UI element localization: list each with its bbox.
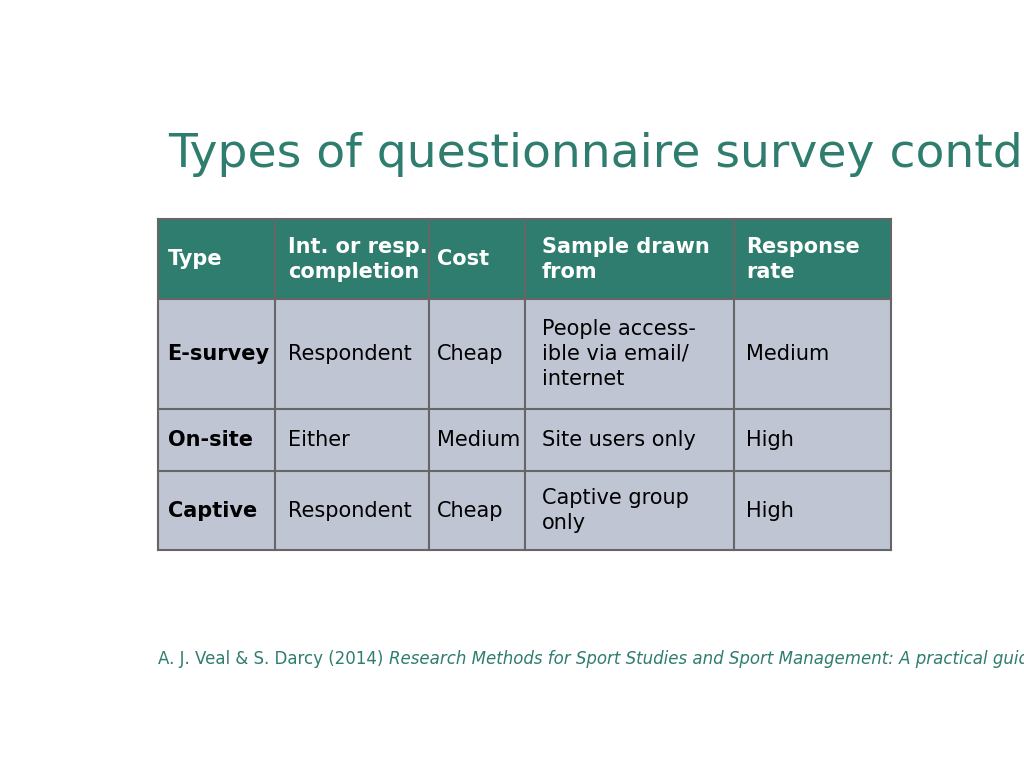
Bar [734,471,892,551]
Text: Medium: Medium [746,344,829,364]
Text: Either: Either [288,429,349,449]
Bar [158,409,275,471]
Text: Captive group
only: Captive group only [542,488,688,533]
Text: Respondent: Respondent [288,344,412,364]
Bar [524,409,734,471]
Text: Cheap: Cheap [437,344,504,364]
Text: (Fig. 10.3): (Fig. 10.3) [1022,143,1024,171]
Bar [429,409,525,471]
Text: Respondent: Respondent [288,501,412,521]
Text: Site users only: Site users only [542,429,695,449]
Bar [734,409,892,471]
Bar [429,220,525,299]
Bar [524,471,734,551]
Text: Sample drawn
from: Sample drawn from [542,237,710,282]
Text: E-survey: E-survey [168,344,269,364]
Bar [734,299,892,409]
Text: Cost: Cost [437,250,489,270]
Text: High: High [746,501,795,521]
Text: Int. or resp.
completion: Int. or resp. completion [288,237,427,282]
Bar [429,471,525,551]
Bar [734,220,892,299]
Text: Captive: Captive [168,501,257,521]
Bar [158,299,275,409]
Text: Type: Type [168,250,222,270]
Bar [158,220,275,299]
Text: People access-
ible via email/
internet: People access- ible via email/ internet [542,319,695,389]
Text: Research Methods for Sport Studies and Sport Management: A practical guide: Research Methods for Sport Studies and S… [389,650,1024,667]
Text: On-site: On-site [168,429,253,449]
Bar [275,409,429,471]
Bar [524,299,734,409]
Text: A. J. Veal & S. Darcy (2014): A. J. Veal & S. Darcy (2014) [158,650,389,667]
Bar [275,299,429,409]
Text: Cheap: Cheap [437,501,504,521]
Bar [158,471,275,551]
Bar [524,220,734,299]
Text: Response
rate: Response rate [746,237,860,282]
Bar [429,299,525,409]
Text: High: High [746,429,795,449]
Text: Types of questionnaire survey contd: Types of questionnaire survey contd [168,132,1022,177]
Text: Medium: Medium [437,429,520,449]
Bar [275,471,429,551]
Bar [275,220,429,299]
